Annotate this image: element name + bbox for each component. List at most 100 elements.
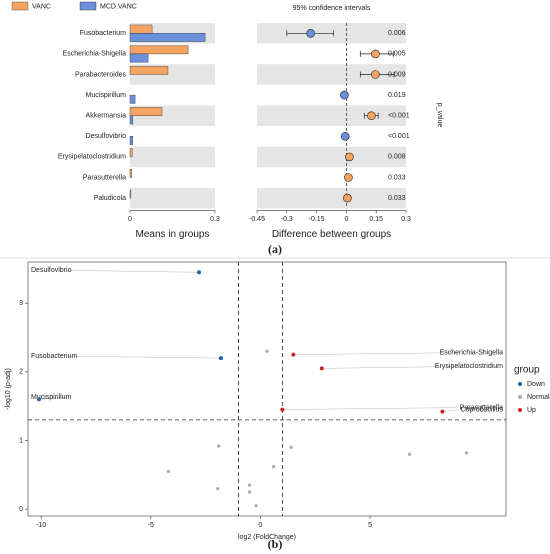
x-tick-label: 0 xyxy=(258,522,262,529)
legend-label: MCD.VANC xyxy=(100,3,137,10)
point xyxy=(464,451,469,455)
point xyxy=(367,111,376,120)
bar xyxy=(129,148,133,158)
legend-label: Normal xyxy=(527,394,550,401)
bar xyxy=(129,53,149,63)
p-value-title: p_value xyxy=(436,103,443,128)
point xyxy=(344,173,353,182)
x-tick-label: 0.15 xyxy=(369,216,383,223)
legend-label: VANC xyxy=(32,3,51,10)
point xyxy=(197,270,202,275)
point-label: Mucispirillum xyxy=(31,394,72,401)
x-axis-label: Difference between groups xyxy=(272,229,391,240)
point xyxy=(247,483,252,487)
point-label: Fusobacterium xyxy=(31,353,77,360)
legend-marker xyxy=(518,395,522,399)
leader-line xyxy=(442,409,459,412)
p-value-label: <0.001 xyxy=(388,133,410,140)
legend-swatch xyxy=(11,1,29,11)
point xyxy=(280,407,285,412)
p-value-label: 0.019 xyxy=(388,92,406,99)
x-tick-label: 0.3 xyxy=(401,216,411,223)
p-value-label: <0.001 xyxy=(388,113,410,120)
row-band xyxy=(257,187,406,209)
leader-line xyxy=(38,397,68,400)
row-band xyxy=(130,187,215,209)
point xyxy=(371,49,380,59)
point-label: Escherichia-Shigella xyxy=(440,350,504,357)
point xyxy=(216,486,220,491)
y-tick-label: 2 xyxy=(19,369,23,376)
leader-line xyxy=(321,366,459,369)
p-value-label: 0.008 xyxy=(388,154,406,161)
point-label: Coprobacillus xyxy=(461,406,504,413)
point xyxy=(407,452,412,456)
category-label: Erysipelatoclostridium xyxy=(58,154,126,161)
leader-line xyxy=(282,407,459,410)
x-tick-label: 5 xyxy=(368,522,372,529)
x-tick-label: -0.15 xyxy=(309,216,325,223)
x-axis-label: log2 (FoldChange) xyxy=(238,534,296,541)
point xyxy=(340,132,350,141)
category-label: Akkermansia xyxy=(86,113,127,120)
legend-swatch xyxy=(79,1,97,11)
leader-line xyxy=(66,270,200,273)
x-axis-label: Means in groups xyxy=(136,229,210,240)
point xyxy=(247,490,252,494)
bar xyxy=(129,94,136,104)
chart-title: 95% confidence intervals xyxy=(293,5,371,12)
x-tick-label: 0.3 xyxy=(210,216,220,223)
point xyxy=(36,397,41,402)
point xyxy=(289,445,293,449)
x-tick-label: 0 xyxy=(128,216,132,223)
bar xyxy=(129,168,132,178)
y-tick-label: 0 xyxy=(19,506,23,513)
row-band xyxy=(257,64,406,85)
row-band xyxy=(257,146,406,168)
row-band xyxy=(257,105,406,126)
p-value-label: 0.033 xyxy=(388,195,406,202)
point xyxy=(345,152,354,162)
bar xyxy=(129,136,134,145)
category-label: Desulfovibrio xyxy=(86,133,127,140)
legend-marker xyxy=(518,408,522,412)
point xyxy=(291,352,296,357)
point xyxy=(254,504,258,508)
bar xyxy=(129,107,163,116)
p-value-label: 0.009 xyxy=(388,71,406,78)
point xyxy=(340,90,349,100)
category-label: Mucispirillum xyxy=(86,92,127,99)
x-tick-label: -0.3 xyxy=(281,216,293,223)
panel-label: (a) xyxy=(268,242,282,256)
y-axis-label: -log10 (p-adj) xyxy=(5,368,12,410)
p-value-label: 0.005 xyxy=(388,51,406,58)
legend-title: group xyxy=(514,365,540,376)
bar xyxy=(129,189,132,199)
category-label: Fusobacterium xyxy=(80,30,126,37)
row-band xyxy=(130,146,215,168)
point xyxy=(306,28,315,38)
bar xyxy=(129,65,169,75)
legend-label: Down xyxy=(527,381,545,388)
legend-label: Up xyxy=(527,407,536,414)
x-tick-label: 0 xyxy=(344,216,348,223)
category-label: Parasutterella xyxy=(83,174,126,181)
y-tick-label: 3 xyxy=(19,300,23,307)
point-label: Desulfovibrio xyxy=(31,267,72,274)
plot-frame xyxy=(27,261,507,517)
panel-label: (b) xyxy=(268,537,283,551)
x-tick-label: -10 xyxy=(36,522,46,529)
legend-marker xyxy=(518,382,522,386)
bar xyxy=(129,24,153,34)
point xyxy=(271,464,276,469)
point xyxy=(166,469,170,473)
category-label: Parabacteroides xyxy=(75,71,126,78)
point xyxy=(343,193,352,203)
y-tick-label: 1 xyxy=(19,437,23,444)
x-tick-label: -0.45 xyxy=(249,216,265,223)
point xyxy=(265,349,269,353)
bar xyxy=(129,33,206,42)
point xyxy=(440,409,445,414)
p-value-label: 0.006 xyxy=(388,30,406,37)
